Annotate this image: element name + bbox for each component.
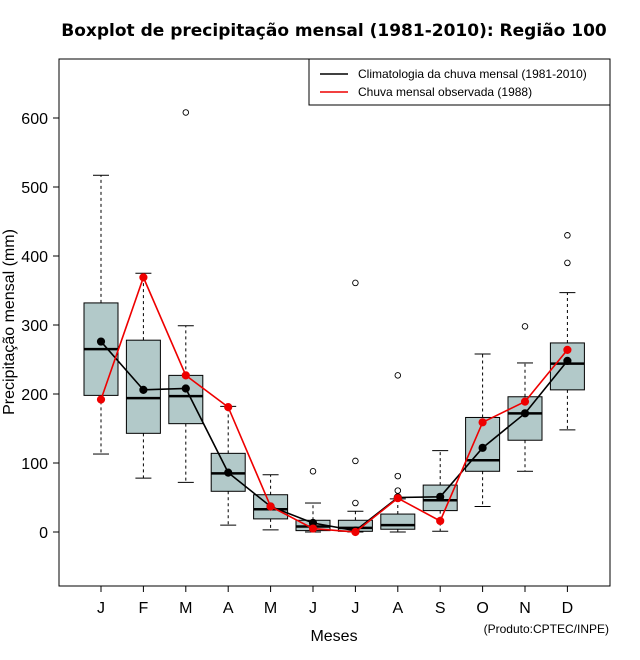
series-point-observed (393, 494, 402, 503)
outlier-point (564, 259, 571, 267)
y-tick-label: 400 (21, 249, 48, 266)
outlier-point (352, 457, 359, 465)
series-point-climatology (436, 492, 445, 501)
series-point-observed (266, 502, 275, 511)
box-group (83, 109, 585, 533)
legend: Climatologia da chuva mensal (1981-2010)… (308, 58, 611, 106)
box-D (549, 232, 585, 431)
series-point-observed (520, 397, 530, 406)
x-tick-label: D (562, 600, 574, 617)
x-tick-label: N (519, 600, 531, 617)
series-point-observed (308, 524, 318, 533)
box-O (465, 353, 501, 507)
series-point-observed (478, 418, 487, 427)
y-tick-label: 100 (21, 456, 48, 473)
y-tick-label: 300 (21, 318, 48, 335)
series-point-climatology (139, 385, 148, 394)
y-tick-label: 200 (21, 387, 48, 404)
series-point-observed (139, 273, 148, 282)
plot-frame (58, 58, 611, 587)
chart-title: Boxplot de precipitação mensal (1981-201… (61, 21, 607, 41)
series-point-observed (563, 345, 572, 354)
series-point-observed (181, 371, 190, 380)
y-tick-label: 600 (21, 111, 48, 128)
series-point-observed (351, 527, 360, 537)
credit-text: (Produto:CPTEC/INPE) (484, 622, 609, 636)
x-tick-label: F (139, 600, 149, 617)
series-point-climatology (520, 409, 530, 418)
series-point-climatology (478, 443, 487, 452)
y-tick-label: 500 (21, 180, 48, 197)
iqr-box (168, 374, 204, 425)
series-point-observed (96, 395, 106, 404)
y-axis: 0 100 200 300 400 500 600 (21, 111, 59, 542)
iqr-box (380, 513, 416, 530)
series-point-observed (436, 516, 445, 526)
legend-box (308, 58, 611, 106)
series-point-climatology (563, 356, 572, 365)
series-lines (96, 273, 572, 537)
outlier-point (394, 472, 402, 480)
box-J (337, 279, 373, 533)
box-J (83, 174, 119, 455)
box-A (380, 372, 416, 533)
legend-label-observed: Chuva mensal observada (1988) (358, 85, 532, 99)
box-M (168, 109, 204, 483)
y-axis-label: Precipitação mensal (mm) (1, 229, 18, 415)
x-tick-label: J (351, 600, 359, 617)
series-line-climatology (100, 341, 569, 532)
outlier-point (394, 487, 402, 494)
x-tick-label: J (97, 600, 105, 617)
y-tick-label: 0 (39, 525, 48, 542)
box-M (253, 474, 289, 531)
outlier-point (182, 109, 190, 116)
series-point-climatology (181, 384, 190, 393)
x-tick-label: O (476, 600, 488, 617)
legend-label-climatology: Climatologia da chuva mensal (1981-2010) (358, 67, 587, 81)
outlier-point (309, 468, 317, 475)
x-tick-label: A (223, 600, 234, 617)
series-point-climatology (224, 468, 233, 477)
x-tick-label: M (264, 600, 277, 617)
box-A (210, 405, 246, 526)
series-point-climatology (96, 337, 106, 346)
x-tick-label: A (392, 600, 403, 617)
x-axis-label: Meses (310, 628, 357, 645)
x-tick-label: M (179, 600, 192, 617)
outlier-point (521, 323, 529, 330)
x-tick-label: S (435, 600, 446, 617)
series-point-observed (224, 403, 233, 412)
outlier-point (564, 232, 571, 239)
outlier-point (352, 499, 359, 507)
outlier-point (352, 279, 359, 287)
series-line-observed (100, 275, 569, 533)
x-tick-label: J (309, 600, 317, 617)
outlier-point (394, 372, 402, 379)
